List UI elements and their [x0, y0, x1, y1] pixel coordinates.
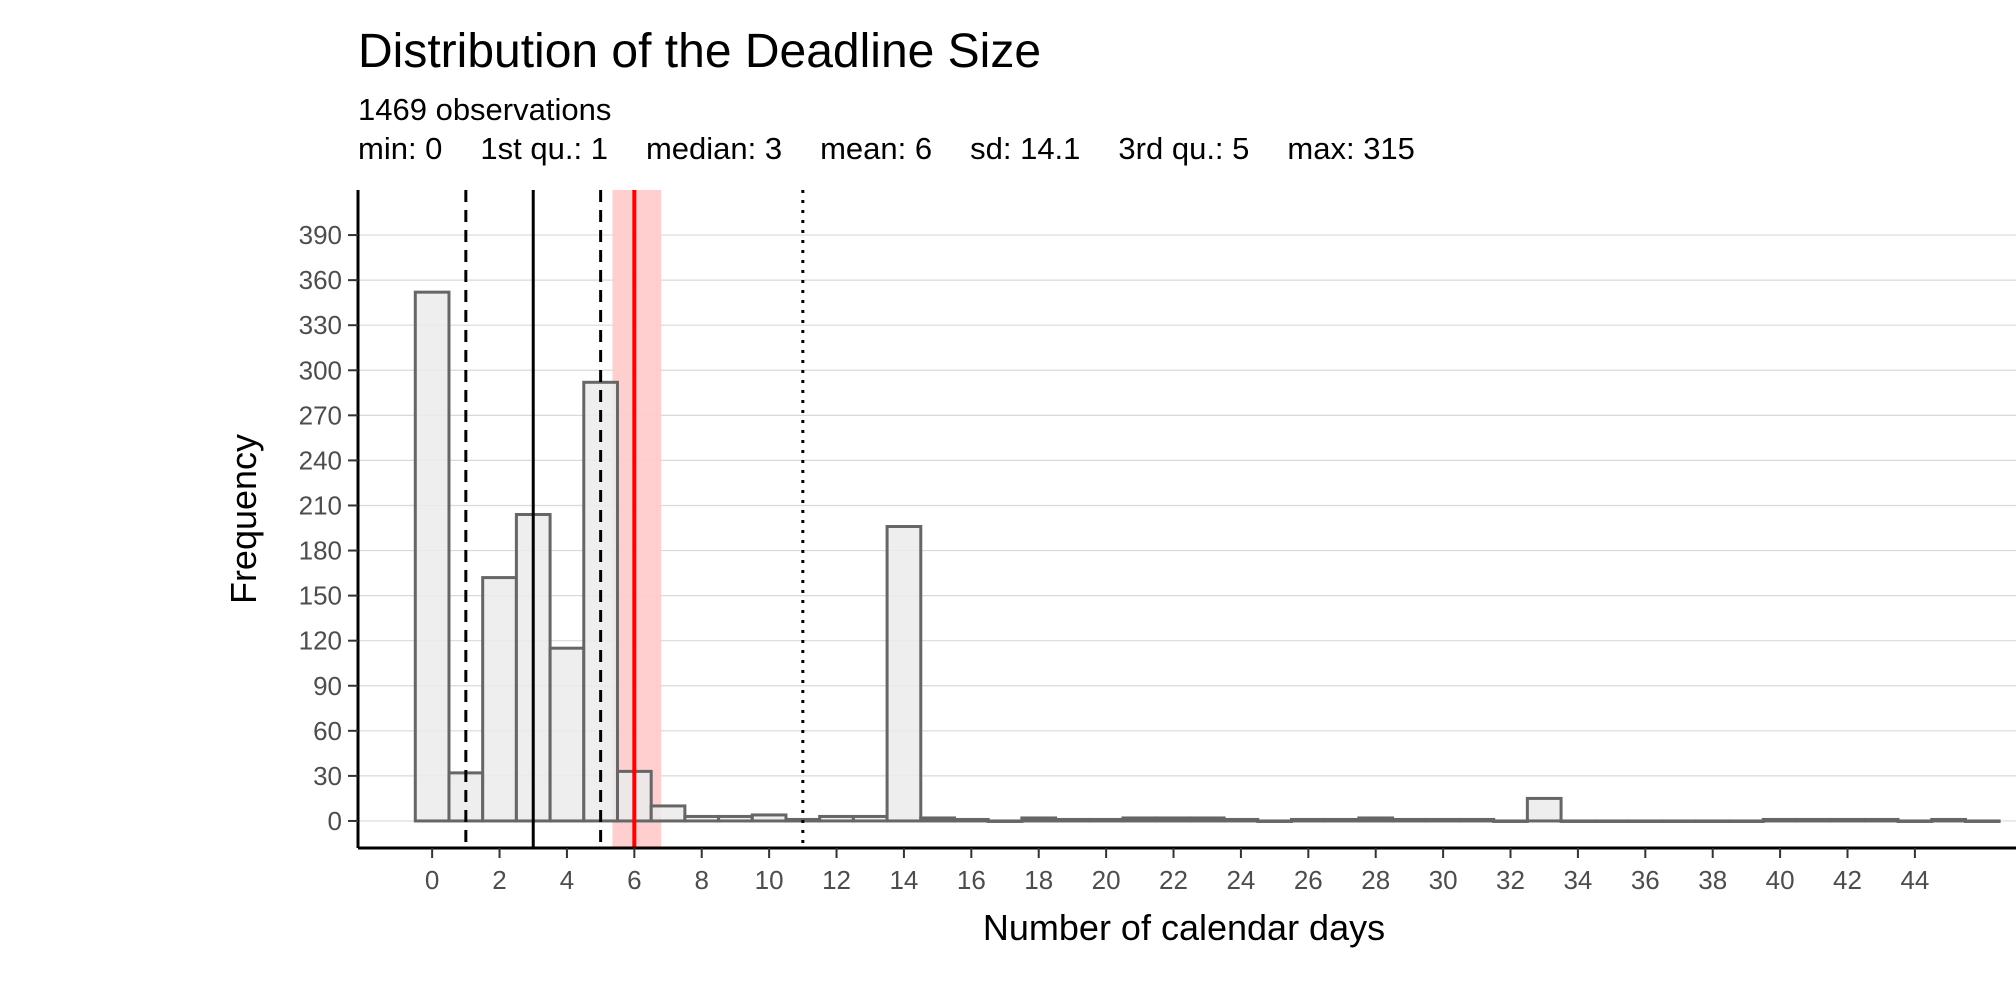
histogram-bar [919, 816, 956, 823]
x-tick-label: 14 [889, 865, 918, 895]
x-tick-label: 6 [627, 865, 641, 895]
histogram-bar [481, 576, 518, 823]
x-tick-label: 12 [822, 865, 851, 895]
stat-max: max: 315 [1287, 131, 1415, 166]
histogram-bar [1761, 817, 1799, 823]
histogram-bar [1391, 817, 1428, 823]
histogram-bar [1289, 817, 1327, 823]
x-tick-label: 16 [957, 865, 986, 895]
x-tick-label: 30 [1429, 865, 1458, 895]
histogram-bar [818, 814, 855, 823]
histogram-bar [750, 813, 788, 823]
y-tick-label: 120 [299, 626, 342, 656]
histogram-bar [1357, 816, 1395, 823]
stat-min: min: 0 [358, 131, 443, 166]
stat-mean: mean: 6 [820, 131, 933, 166]
y-tick-label: 330 [299, 310, 342, 340]
x-tick-label: 24 [1226, 865, 1255, 895]
y-tick-label: 210 [299, 490, 342, 520]
x-tick-label: 40 [1766, 865, 1795, 895]
y-tick-label: 180 [299, 536, 342, 566]
x-tick-label: 44 [1900, 865, 1929, 895]
histogram-bar [952, 817, 990, 823]
histogram-bar [1829, 817, 1866, 823]
histogram-bar [1458, 817, 1496, 823]
x-axis-title: Number of calendar days [983, 907, 1385, 948]
x-tick-label: 32 [1496, 865, 1525, 895]
histogram-bar [1525, 796, 1563, 823]
histogram-bar [1795, 817, 1833, 823]
histogram-bar [885, 525, 923, 823]
reference-lines [464, 190, 805, 848]
x-tick-label: 2 [492, 865, 506, 895]
histogram-bar [1896, 819, 1934, 823]
x-tick-label: 38 [1698, 865, 1727, 895]
stat-sd: sd: 14.1 [970, 131, 1081, 166]
mean-band [612, 190, 662, 848]
stat-q1: 1st qu.: 1 [480, 131, 608, 166]
summary-stats: min: 0 1st qu.: 1 median: 3 mean: 6 sd: 14.1… [358, 131, 1453, 167]
stat-q3: 3rd qu.: 5 [1118, 131, 1250, 166]
x-tick-label: 28 [1361, 865, 1390, 895]
y-tick-label: 300 [299, 355, 342, 385]
chart-title: Distribution of the Deadline Size [358, 25, 1042, 78]
histogram-bar [548, 646, 586, 823]
x-tick-label: 10 [755, 865, 784, 895]
histogram-bar [1323, 817, 1361, 823]
x-tick-label: 18 [1024, 865, 1053, 895]
histogram-bar [1222, 817, 1260, 823]
x-tick-label: 36 [1631, 865, 1660, 895]
x-axis-ticks: 0 2 4 6 8 10 12 14 16 18 20 22 24 26 28 30 32 34 36 38 40 42 4… [425, 848, 1929, 895]
histogram-bar [1087, 817, 1125, 823]
y-tick-label: 150 [299, 581, 342, 611]
x-tick-label: 22 [1159, 865, 1188, 895]
x-tick-label: 0 [425, 865, 439, 895]
y-tick-label: 390 [299, 220, 342, 250]
x-tick-label: 8 [694, 865, 708, 895]
stat-median: median: 3 [645, 131, 783, 166]
histogram-bar [1121, 816, 1159, 823]
histogram-bar [649, 804, 687, 823]
histogram-bar [986, 819, 1024, 823]
y-axis-ticks: 0 30 60 90 120 150 180 210 240 270 300 330 360 390 [299, 220, 358, 836]
x-tick-label: 20 [1092, 865, 1121, 895]
histogram-bar [1559, 819, 1597, 823]
x-tick-label: 26 [1294, 865, 1323, 895]
y-tick-label: 240 [299, 445, 342, 475]
histogram-bar [683, 814, 721, 823]
histogram-bar [1660, 819, 1698, 823]
x-tick-label: 42 [1833, 865, 1862, 895]
histogram-bar [1424, 817, 1462, 823]
histogram-bar [1593, 819, 1630, 823]
x-tick-label: 34 [1563, 865, 1592, 895]
y-tick-label: 30 [313, 761, 342, 791]
histogram-bar [1020, 816, 1058, 823]
histogram-bar [851, 814, 889, 823]
histogram-bar [1256, 819, 1293, 823]
y-tick-label: 90 [313, 671, 342, 701]
histogram-bar [1930, 817, 1967, 823]
chart-subtitle: 1469 observations [358, 92, 612, 127]
histogram-bar [717, 814, 754, 823]
y-tick-label: 360 [299, 265, 342, 295]
histogram-bar [1862, 817, 1900, 823]
histogram-bar [1626, 819, 1664, 823]
y-tick-label: 0 [328, 806, 342, 836]
mean-confidence-band [612, 190, 662, 848]
histogram-bar [413, 290, 451, 823]
histogram-bar [1155, 816, 1192, 823]
histogram-bar [1728, 819, 1765, 823]
x-tick-label: 4 [560, 865, 574, 895]
histogram-bar [1963, 819, 2001, 823]
histogram-bar [1492, 819, 1529, 823]
histogram-bar [1188, 816, 1226, 823]
histogram-bar [1054, 817, 1091, 823]
histogram-bar [1694, 819, 1732, 823]
y-tick-label: 270 [299, 400, 342, 430]
y-tick-label: 60 [313, 716, 342, 746]
y-axis-title: Frequency [223, 434, 264, 604]
